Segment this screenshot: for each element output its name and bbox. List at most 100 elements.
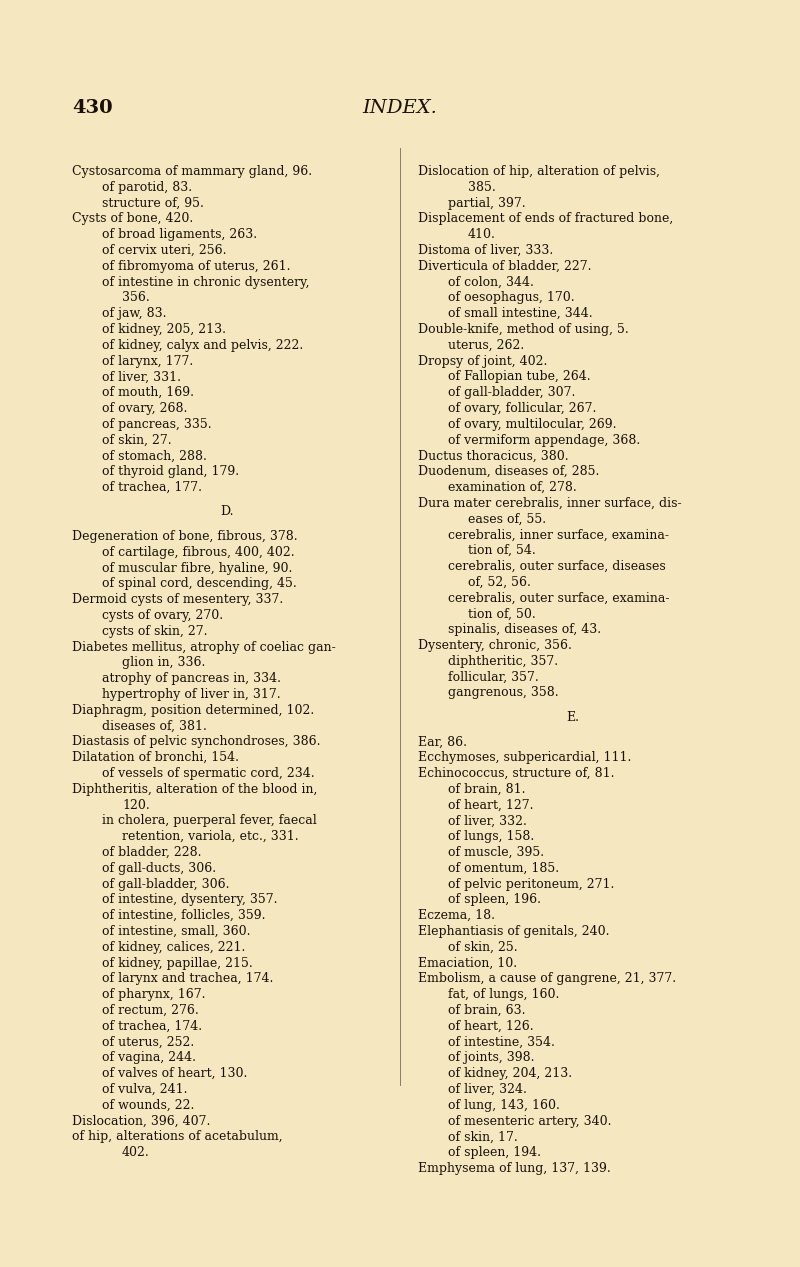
Text: Emphysema of lung, 137, 139.: Emphysema of lung, 137, 139. — [418, 1162, 610, 1175]
Text: of spleen, 194.: of spleen, 194. — [448, 1147, 541, 1159]
Text: of vermiform appendage, 368.: of vermiform appendage, 368. — [448, 433, 640, 446]
Text: Displacement of ends of fractured bone,: Displacement of ends of fractured bone, — [418, 213, 674, 226]
Text: of vagina, 244.: of vagina, 244. — [102, 1052, 196, 1064]
Text: Diastasis of pelvic synchondroses, 386.: Diastasis of pelvic synchondroses, 386. — [72, 735, 321, 749]
Text: retention, variola, etc., 331.: retention, variola, etc., 331. — [122, 830, 298, 843]
Text: Diaphragm, position determined, 102.: Diaphragm, position determined, 102. — [72, 703, 314, 717]
Text: of liver, 331.: of liver, 331. — [102, 370, 181, 384]
Text: Dislocation of hip, alteration of pelvis,: Dislocation of hip, alteration of pelvis… — [418, 165, 660, 177]
Text: of gall-bladder, 307.: of gall-bladder, 307. — [448, 386, 575, 399]
Text: follicular, 357.: follicular, 357. — [448, 670, 538, 684]
Text: diseases of, 381.: diseases of, 381. — [102, 720, 207, 732]
Text: Echinococcus, structure of, 81.: Echinococcus, structure of, 81. — [418, 767, 614, 780]
Text: 410.: 410. — [468, 228, 496, 241]
Text: of lungs, 158.: of lungs, 158. — [448, 830, 534, 843]
Text: of kidney, calyx and pelvis, 222.: of kidney, calyx and pelvis, 222. — [102, 338, 303, 352]
Text: eases of, 55.: eases of, 55. — [468, 513, 546, 526]
Text: of bladder, 228.: of bladder, 228. — [102, 846, 202, 859]
Text: of kidney, calices, 221.: of kidney, calices, 221. — [102, 941, 246, 954]
Text: Diphtheritis, alteration of the blood in,: Diphtheritis, alteration of the blood in… — [72, 783, 318, 796]
Text: of muscular fibre, hyaline, 90.: of muscular fibre, hyaline, 90. — [102, 561, 292, 574]
Text: of intestine in chronic dysentery,: of intestine in chronic dysentery, — [102, 276, 310, 289]
Text: of cartilage, fibrous, 400, 402.: of cartilage, fibrous, 400, 402. — [102, 546, 294, 559]
Text: cysts of ovary, 270.: cysts of ovary, 270. — [102, 609, 223, 622]
Text: Cysts of bone, 420.: Cysts of bone, 420. — [72, 213, 194, 226]
Text: atrophy of pancreas in, 334.: atrophy of pancreas in, 334. — [102, 673, 281, 685]
Text: INDEX.: INDEX. — [362, 99, 438, 117]
Text: tion of, 54.: tion of, 54. — [468, 545, 536, 557]
Text: of larynx, 177.: of larynx, 177. — [102, 355, 194, 367]
Text: of pelvic peritoneum, 271.: of pelvic peritoneum, 271. — [448, 878, 614, 891]
Text: of gall-ducts, 306.: of gall-ducts, 306. — [102, 862, 216, 874]
Text: of skin, 27.: of skin, 27. — [102, 433, 172, 446]
Text: of liver, 332.: of liver, 332. — [448, 815, 527, 827]
Text: Distoma of liver, 333.: Distoma of liver, 333. — [418, 245, 554, 257]
Text: structure of, 95.: structure of, 95. — [102, 196, 204, 209]
Text: Eczema, 18.: Eczema, 18. — [418, 910, 495, 922]
Text: of stomach, 288.: of stomach, 288. — [102, 450, 207, 462]
Text: of jaw, 83.: of jaw, 83. — [102, 307, 166, 321]
Text: Dislocation, 396, 407.: Dislocation, 396, 407. — [72, 1115, 210, 1128]
Text: of spleen, 196.: of spleen, 196. — [448, 893, 541, 906]
Text: of gall-bladder, 306.: of gall-bladder, 306. — [102, 878, 230, 891]
Text: of kidney, 205, 213.: of kidney, 205, 213. — [102, 323, 226, 336]
Text: of uterus, 252.: of uterus, 252. — [102, 1035, 194, 1049]
Text: of intestine, follicles, 359.: of intestine, follicles, 359. — [102, 910, 266, 922]
Text: of omentum, 185.: of omentum, 185. — [448, 862, 559, 874]
Text: of valves of heart, 130.: of valves of heart, 130. — [102, 1067, 247, 1081]
Text: Dysentery, chronic, 356.: Dysentery, chronic, 356. — [418, 639, 572, 653]
Text: 402.: 402. — [122, 1147, 150, 1159]
Text: of parotid, 83.: of parotid, 83. — [102, 181, 192, 194]
Text: in cholera, puerperal fever, faecal: in cholera, puerperal fever, faecal — [102, 815, 317, 827]
Text: of spinal cord, descending, 45.: of spinal cord, descending, 45. — [102, 578, 297, 590]
Text: of ovary, follicular, 267.: of ovary, follicular, 267. — [448, 402, 596, 416]
Text: of Fallopian tube, 264.: of Fallopian tube, 264. — [448, 370, 590, 384]
Text: gangrenous, 358.: gangrenous, 358. — [448, 687, 558, 699]
Text: 430: 430 — [72, 99, 113, 117]
Text: Dilatation of bronchi, 154.: Dilatation of bronchi, 154. — [72, 751, 239, 764]
Text: of thyroid gland, 179.: of thyroid gland, 179. — [102, 465, 239, 478]
Text: 120.: 120. — [122, 798, 150, 812]
Text: of ovary, 268.: of ovary, 268. — [102, 402, 187, 416]
Text: fat, of lungs, 160.: fat, of lungs, 160. — [448, 988, 559, 1001]
Text: cerebralis, outer surface, examina-: cerebralis, outer surface, examina- — [448, 592, 670, 604]
Text: Diabetes mellitus, atrophy of coeliac gan-: Diabetes mellitus, atrophy of coeliac ga… — [72, 641, 336, 654]
Text: of lung, 143, 160.: of lung, 143, 160. — [448, 1098, 560, 1111]
Text: of small intestine, 344.: of small intestine, 344. — [448, 307, 593, 321]
Text: of brain, 81.: of brain, 81. — [448, 783, 526, 796]
Text: Ear, 86.: Ear, 86. — [418, 735, 467, 749]
Text: glion in, 336.: glion in, 336. — [122, 656, 206, 669]
Text: of colon, 344.: of colon, 344. — [448, 276, 534, 289]
Text: tion of, 50.: tion of, 50. — [468, 607, 536, 621]
Text: 356.: 356. — [122, 291, 150, 304]
Text: of skin, 17.: of skin, 17. — [448, 1130, 518, 1143]
Text: Elephantiasis of genitals, 240.: Elephantiasis of genitals, 240. — [418, 925, 610, 938]
Text: of brain, 63.: of brain, 63. — [448, 1003, 526, 1017]
Text: of intestine, 354.: of intestine, 354. — [448, 1035, 555, 1049]
Text: Embolism, a cause of gangrene, 21, 377.: Embolism, a cause of gangrene, 21, 377. — [418, 972, 676, 986]
Text: cysts of skin, 27.: cysts of skin, 27. — [102, 625, 207, 637]
Text: hypertrophy of liver in, 317.: hypertrophy of liver in, 317. — [102, 688, 281, 701]
Text: of muscle, 395.: of muscle, 395. — [448, 846, 544, 859]
Text: Degeneration of bone, fibrous, 378.: Degeneration of bone, fibrous, 378. — [72, 530, 298, 544]
Text: of ovary, multilocular, 269.: of ovary, multilocular, 269. — [448, 418, 617, 431]
Text: of larynx and trachea, 174.: of larynx and trachea, 174. — [102, 972, 274, 986]
Text: of trachea, 174.: of trachea, 174. — [102, 1020, 202, 1033]
Text: Diverticula of bladder, 227.: Diverticula of bladder, 227. — [418, 260, 591, 272]
Text: of cervix uteri, 256.: of cervix uteri, 256. — [102, 245, 226, 257]
Text: of heart, 126.: of heart, 126. — [448, 1020, 534, 1033]
Text: of joints, 398.: of joints, 398. — [448, 1052, 534, 1064]
Text: of mesenteric artery, 340.: of mesenteric artery, 340. — [448, 1115, 611, 1128]
Text: spinalis, diseases of, 43.: spinalis, diseases of, 43. — [448, 623, 601, 636]
Text: of kidney, papillae, 215.: of kidney, papillae, 215. — [102, 957, 253, 969]
Text: of pharynx, 167.: of pharynx, 167. — [102, 988, 206, 1001]
Text: of oesophagus, 170.: of oesophagus, 170. — [448, 291, 574, 304]
Text: Dura mater cerebralis, inner surface, dis-: Dura mater cerebralis, inner surface, di… — [418, 497, 682, 509]
Text: cerebralis, outer surface, diseases: cerebralis, outer surface, diseases — [448, 560, 666, 573]
Text: cerebralis, inner surface, examina-: cerebralis, inner surface, examina- — [448, 528, 669, 541]
Text: Cystosarcoma of mammary gland, 96.: Cystosarcoma of mammary gland, 96. — [72, 165, 312, 177]
Text: Dermoid cysts of mesentery, 337.: Dermoid cysts of mesentery, 337. — [72, 593, 283, 606]
Text: D.: D. — [220, 506, 234, 518]
Text: of liver, 324.: of liver, 324. — [448, 1083, 527, 1096]
Text: Ductus thoracicus, 380.: Ductus thoracicus, 380. — [418, 450, 569, 462]
